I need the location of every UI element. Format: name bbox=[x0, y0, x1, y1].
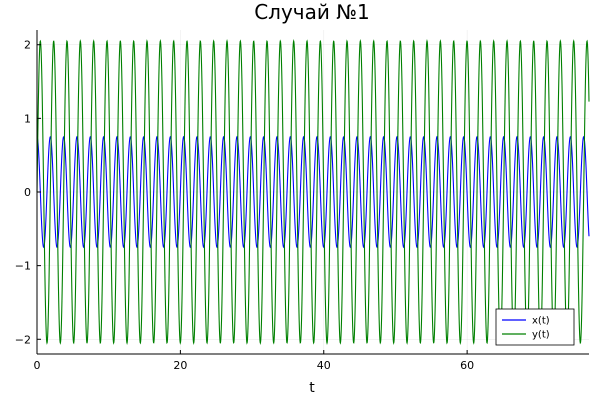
x-axis-label: t bbox=[309, 380, 315, 396]
legend-label-2: y(t) bbox=[532, 330, 550, 341]
legend: x(t) y(t) bbox=[495, 308, 575, 346]
y-tick-label: 1 bbox=[24, 112, 31, 125]
series-layer bbox=[36, 39, 590, 345]
series-line-1 bbox=[36, 135, 590, 249]
y-tick-label: 2 bbox=[24, 39, 31, 52]
x-tick-label: 20 bbox=[173, 359, 187, 372]
x-tick-label: 60 bbox=[460, 359, 474, 372]
x-tick-label: 0 bbox=[34, 359, 41, 372]
legend-label-1: x(t) bbox=[532, 316, 550, 327]
legend-box bbox=[495, 308, 575, 346]
chart-title: Случай №1 bbox=[254, 0, 370, 24]
x-tick-label: 40 bbox=[317, 359, 331, 372]
ticks: 0 20 40 60 −2 −1 0 1 2 bbox=[15, 39, 474, 372]
y-tick-label: −1 bbox=[15, 260, 31, 273]
series-line-2 bbox=[36, 39, 590, 345]
y-tick-label: −2 bbox=[15, 333, 31, 346]
y-tick-label: 0 bbox=[24, 186, 31, 199]
